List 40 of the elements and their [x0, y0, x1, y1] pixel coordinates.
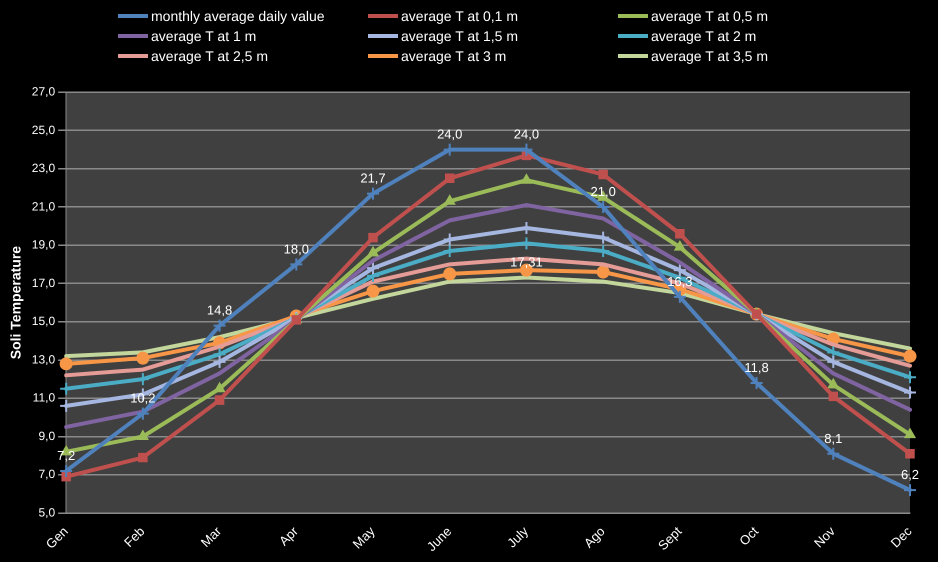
x-tick-label: Gen [42, 524, 71, 552]
x-tick-label: Oct [736, 523, 762, 549]
y-tick-label: 21,0 [32, 199, 56, 214]
data-label: 8,1 [824, 430, 842, 446]
x-tick-label: Dec [888, 523, 915, 551]
y-axis-title: Soli Temperature [7, 246, 24, 360]
y-tick-label: 25,0 [32, 122, 56, 137]
data-label: 24,0 [437, 126, 462, 142]
x-tick-label: Apr [276, 523, 302, 549]
y-tick-label: 19,0 [32, 238, 56, 252]
data-label: 18,0 [284, 241, 309, 256]
y-tick-label: 27,0 [32, 84, 56, 99]
y-tick-label: 15,0 [32, 314, 56, 328]
legend-label: average T at 3,5 m [651, 48, 768, 64]
legend-label: average T at 1 m [151, 28, 256, 44]
y-tick-label: 23,0 [32, 161, 56, 176]
legend-label: average T at 0,1 m [401, 8, 518, 24]
x-tick-label: Mar [198, 523, 225, 550]
legend-label: monthly average daily value [151, 8, 325, 24]
x-tick-label: Ago [580, 524, 608, 551]
data-label: 14,8 [206, 302, 232, 318]
data-label: 24,0 [514, 126, 540, 142]
legend-label: average T at 3 m [401, 48, 506, 64]
legend-label: average T at 2,5 m [151, 48, 268, 64]
y-tick-label: 5,0 [38, 505, 56, 520]
x-tick-label: May [350, 523, 378, 552]
y-tick-label: 11,0 [32, 390, 56, 405]
data-label: 21,7 [360, 170, 386, 186]
y-tick-label: 13,0 [32, 352, 56, 366]
legend-label: average T at 1,5 m [401, 28, 518, 44]
legend-label: average T at 2 m [651, 28, 756, 44]
data-label: 6,2 [900, 467, 920, 482]
x-tick-label: Feb [121, 524, 148, 550]
y-tick-label: 7,0 [38, 467, 56, 482]
x-tick-label: July [504, 523, 532, 551]
legend-label: average T at 0,5 m [651, 8, 768, 24]
y-tick-label: 9,0 [38, 428, 56, 443]
y-tick-label: 17,0 [32, 276, 56, 290]
data-label: 11,8 [744, 360, 769, 376]
x-tick-label: Nov [810, 523, 838, 551]
